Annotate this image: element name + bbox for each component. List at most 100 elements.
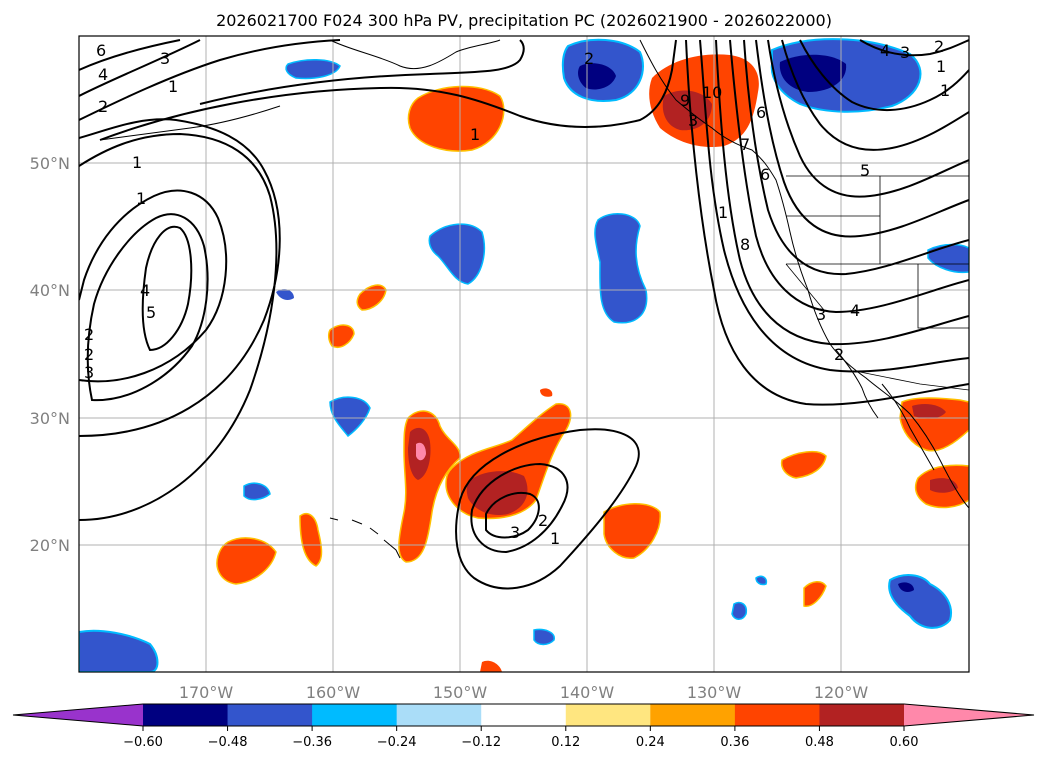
pv-contour bbox=[799, 39, 969, 111]
pv-label: 4 bbox=[98, 65, 108, 84]
pv-contour bbox=[79, 189, 228, 383]
lon-tick-label: 130°W bbox=[687, 683, 742, 702]
precip-negative-area bbox=[285, 59, 341, 80]
chart-title: 2026021700 F024 300 hPa PV, precipitatio… bbox=[216, 11, 832, 30]
pv-label: 4 bbox=[850, 301, 860, 320]
colorbar-tick-label: −0.24 bbox=[377, 735, 417, 750]
pv-label: 9 bbox=[680, 91, 690, 110]
lat-tick-label: 30°N bbox=[30, 409, 70, 428]
precip-positive-area bbox=[356, 284, 387, 311]
pv-label: 7 bbox=[740, 135, 750, 154]
coastlines bbox=[99, 39, 969, 559]
precip-positive-area bbox=[480, 660, 502, 672]
colorbar-swatches bbox=[12, 703, 1035, 727]
colorbar-swatch bbox=[396, 704, 482, 726]
north-america-coast bbox=[639, 39, 969, 509]
political-borders bbox=[785, 175, 969, 391]
pv-contour bbox=[685, 39, 969, 406]
colorbar-tick-label: 0.48 bbox=[805, 735, 834, 750]
pv-label: 1 bbox=[136, 189, 146, 208]
colorbar-tick-label: 0.60 bbox=[890, 735, 919, 750]
pv-contour bbox=[859, 39, 969, 57]
lat-tick-label: 20°N bbox=[30, 536, 70, 555]
precip-positive-area bbox=[299, 512, 323, 567]
colorbar-swatch bbox=[650, 704, 736, 726]
precip-positive-max bbox=[416, 442, 426, 461]
baja-peninsula bbox=[835, 349, 879, 419]
colorbar-tick-label: −0.12 bbox=[461, 735, 501, 750]
colorbar-extend-max bbox=[904, 704, 1034, 726]
pv-label: 1 bbox=[132, 153, 142, 172]
precip-negative-core bbox=[898, 582, 914, 592]
precip-negative-area bbox=[594, 213, 648, 324]
precip-negative-area bbox=[243, 482, 271, 501]
pv-label: 5 bbox=[860, 161, 870, 180]
colorbar-swatch bbox=[143, 704, 229, 726]
colorbar-swatch bbox=[227, 704, 313, 726]
lon-tick-label: 140°W bbox=[560, 683, 615, 702]
precip-negative-area bbox=[533, 628, 555, 646]
precip-positive-area bbox=[216, 537, 277, 585]
lat-tick-label: 40°N bbox=[30, 281, 70, 300]
colorbar-swatch bbox=[734, 704, 820, 726]
lat-tick-label: 50°N bbox=[30, 154, 70, 173]
lon-tick-label: 150°W bbox=[433, 683, 488, 702]
pv-contour bbox=[99, 39, 677, 141]
pv-label: 2 bbox=[84, 325, 94, 344]
pv-contour bbox=[781, 39, 969, 151]
pv-contour bbox=[79, 132, 278, 521]
pv-label: 2 bbox=[584, 49, 594, 68]
us-mexico-border bbox=[859, 371, 969, 391]
precip-negative-area bbox=[731, 601, 748, 620]
map-frame bbox=[78, 35, 970, 673]
pv-contour bbox=[79, 39, 181, 71]
precip-negative-area bbox=[428, 223, 486, 285]
pv-contour bbox=[729, 39, 969, 314]
pv-label: 1 bbox=[168, 77, 178, 96]
pv-contour bbox=[141, 225, 193, 352]
colorbar-swatch bbox=[312, 704, 398, 726]
pv-label: 3 bbox=[160, 49, 170, 68]
latitude-tick-labels: 50°N 40°N 30°N 20°N bbox=[30, 154, 70, 555]
colorbar-swatch bbox=[481, 704, 567, 726]
pv-label: 1 bbox=[550, 529, 560, 548]
colorbar-tick-label: −0.60 bbox=[123, 735, 163, 750]
pv-contour bbox=[755, 39, 969, 238]
pv-label: 8 bbox=[740, 235, 750, 254]
pv-label: 2 bbox=[934, 37, 944, 56]
map-panel: 6 4 3 2 1 1 1 2 3 4 5 1 2 3 2 1 3 2 1 6 … bbox=[79, 36, 969, 672]
pv-contours bbox=[79, 39, 969, 590]
precip-negative-area bbox=[276, 289, 294, 300]
pv-label: 3 bbox=[900, 43, 910, 62]
pv-label: 3 bbox=[510, 523, 520, 542]
us-state-borders bbox=[785, 176, 969, 329]
pv-label: 2 bbox=[98, 97, 108, 116]
pv-label: 2 bbox=[834, 345, 844, 364]
pv-label: 3 bbox=[816, 305, 826, 324]
pv-label: 1 bbox=[718, 203, 728, 222]
pv-contour bbox=[79, 39, 201, 97]
lon-tick-label: 120°W bbox=[814, 683, 869, 702]
gridlines bbox=[79, 36, 969, 672]
pv-contour bbox=[470, 462, 569, 554]
precip-positive-area bbox=[540, 388, 553, 397]
pv-contour-labels: 6 4 3 2 1 1 1 2 3 4 5 1 2 3 2 1 3 2 1 6 … bbox=[84, 37, 950, 548]
pv-contour bbox=[743, 39, 969, 276]
colorbar-swatch bbox=[819, 704, 905, 726]
precip-positive-area bbox=[803, 581, 827, 607]
precip-positive-core bbox=[912, 404, 946, 419]
pv-label: 1 bbox=[936, 57, 946, 76]
hawaii-islands bbox=[329, 517, 401, 559]
pv-label: 5 bbox=[146, 303, 156, 322]
colorbar: −0.60 −0.48 −0.36 −0.24 −0.12 0.12 0.24 0.36 0.4… bbox=[12, 703, 1035, 750]
precip-positive-core bbox=[662, 90, 712, 131]
gulf-of-california-coast bbox=[881, 383, 935, 471]
precip-positive-core bbox=[466, 471, 528, 516]
pv-label: 1 bbox=[940, 81, 950, 100]
pv-label: 1 bbox=[470, 125, 480, 144]
colorbar-tick-label: 0.36 bbox=[720, 735, 749, 750]
lon-tick-label: 160°W bbox=[306, 683, 361, 702]
precip-positive-area bbox=[327, 324, 355, 348]
precip-positive-area bbox=[407, 85, 505, 152]
